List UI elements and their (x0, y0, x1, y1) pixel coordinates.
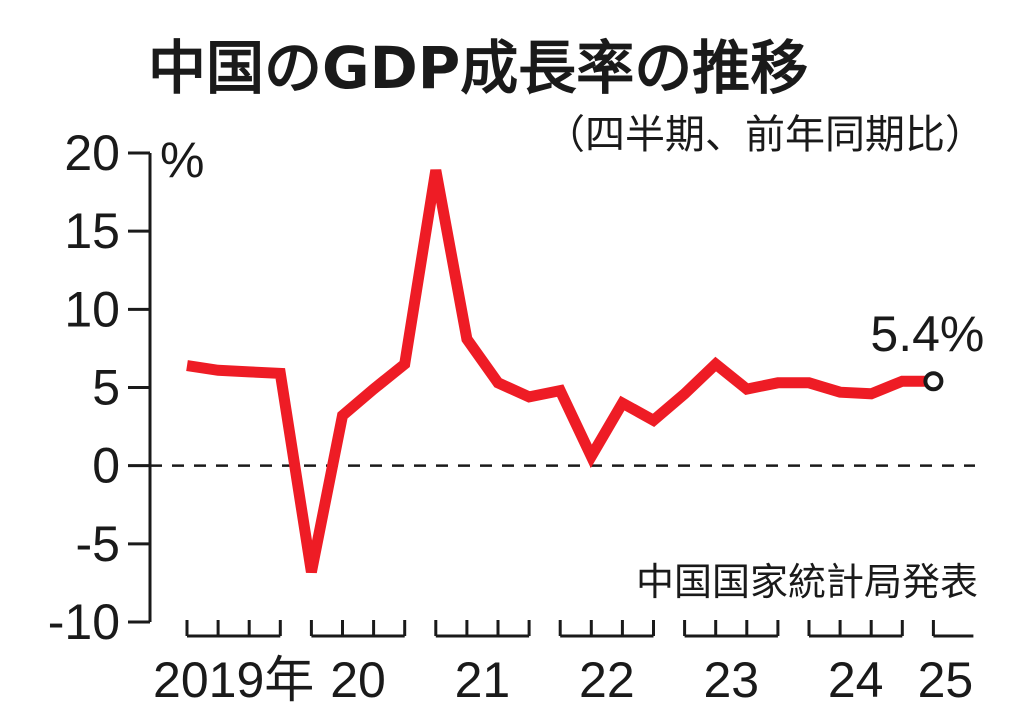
x-year-label: 24 (828, 652, 884, 708)
y-tick-label: 20 (64, 125, 120, 181)
y-unit-label: % (160, 132, 204, 188)
x-year-label: 23 (703, 652, 759, 708)
y-tick-label: 15 (64, 203, 120, 259)
y-tick-label: -5 (76, 516, 120, 572)
chart-title: 中国のGDP成長率の推移 (148, 34, 808, 102)
gdp-growth-series-line (186, 169, 934, 574)
x-year-label: 22 (579, 652, 635, 708)
x-year-label: 2019年 (153, 652, 314, 708)
x-year-label: 21 (455, 652, 511, 708)
y-tick-label: -10 (48, 594, 120, 650)
latest-value-marker (923, 371, 944, 392)
y-ticks: 20 15 10 5 0 -5 -10 (48, 125, 150, 650)
x-axis: 2019年 20 21 22 23 24 25 (153, 620, 974, 708)
y-tick-label: 5 (92, 360, 120, 416)
x-year-label: 25 (918, 652, 974, 708)
x-year-label: 20 (330, 652, 386, 708)
y-tick-label: 0 (92, 438, 120, 494)
source-note: 中国国家統計局発表 (636, 560, 978, 604)
chart-subtitle: （四半期、前年同期比） (545, 112, 985, 158)
y-tick-label: 10 (64, 281, 120, 337)
latest-value-label: 5.4% (870, 306, 984, 362)
